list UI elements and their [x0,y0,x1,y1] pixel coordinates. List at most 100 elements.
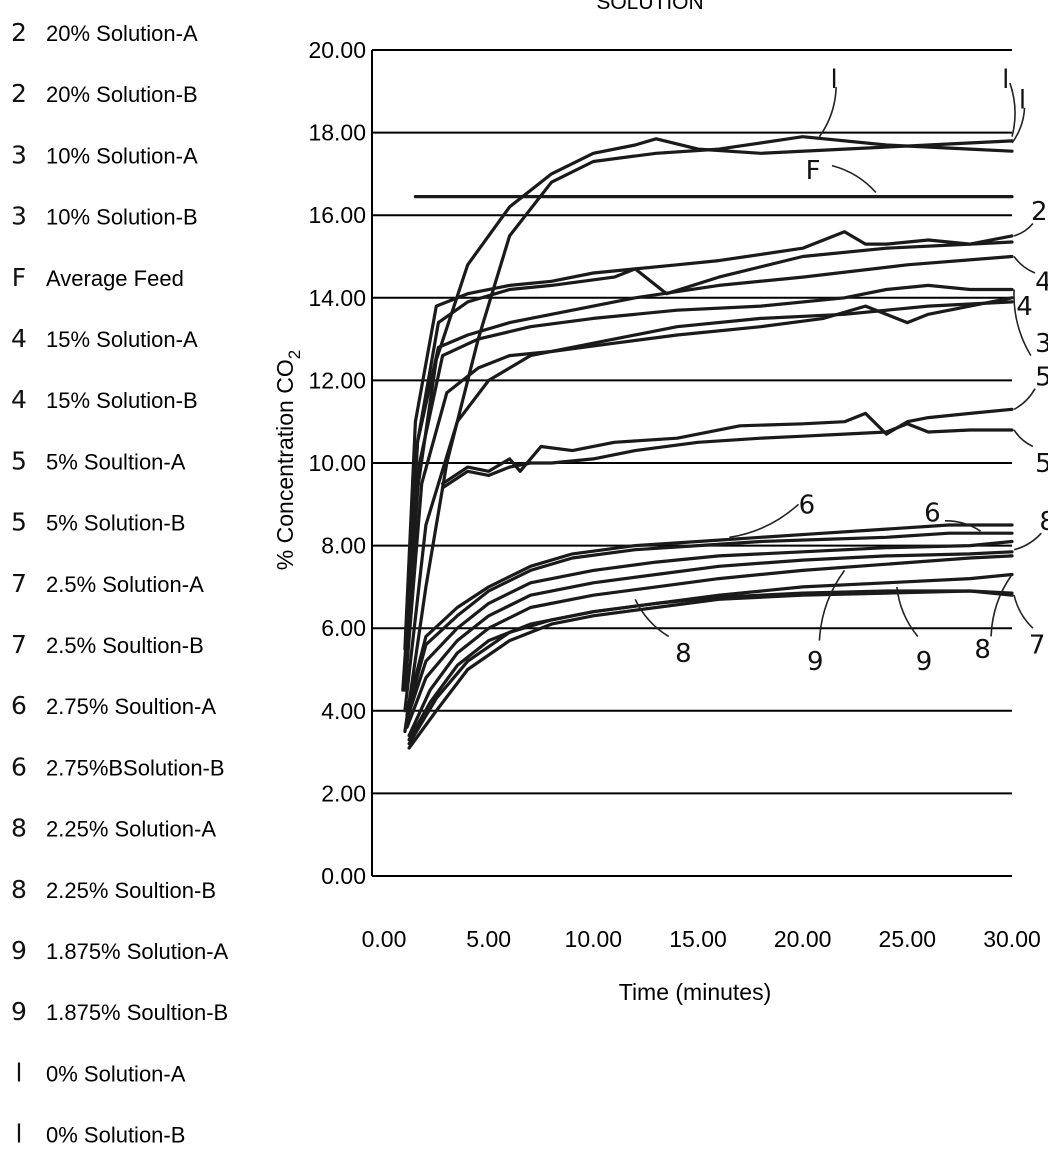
legend-code: l [16,1058,23,1087]
legend-label: 1.875% Solution-A [46,939,229,964]
legend-code: 2 [11,79,27,108]
legend-code: 7 [11,569,27,598]
leader-line [896,586,919,637]
y-axis-label-subscript: 2 [285,350,304,359]
curve-label: 8 [675,639,692,669]
x-tick-label: 10.00 [565,926,623,952]
curve-label: 6 [799,490,816,520]
series-line-3 [403,296,1014,692]
legend-label: 1.875% Soultion-B [46,1000,228,1025]
legend-label: 15% Solution-B [46,388,198,413]
legend-code: 9 [11,936,27,965]
curve-label: l [830,65,837,95]
leader-line [1009,82,1016,137]
legend-label: 5% Soultion-A [46,449,186,474]
y-tick-label: 16.00 [308,202,366,228]
gridlines [372,49,1012,877]
x-tick-label: 15.00 [669,926,727,952]
leader-line [831,164,877,194]
series-line-6 [405,523,1014,713]
series-line-2 [403,234,1014,672]
legend-code: 3 [11,202,27,231]
x-axis-label: Time (minutes) [619,979,772,1005]
y-axis-label: % Concentration CO2 [272,350,304,570]
leader-line [1013,256,1036,274]
series-line-3 [403,300,1014,713]
legend-code: 6 [11,752,27,781]
leader-line [1011,107,1026,144]
legend-code: 5 [11,446,27,475]
curve-label: F [806,156,821,186]
svg-text:% Concentration CO2: % Concentration CO2 [272,350,304,570]
y-tick-label: 4.00 [321,698,366,724]
y-tick-label: 12.00 [308,367,366,393]
legend-code: 4 [11,324,27,353]
series-line-8 [405,539,1014,721]
leader-line [1013,594,1034,629]
legend-label: 2.5% Soultion-B [46,633,204,658]
leader-line [1013,289,1032,357]
leader-line [1013,222,1034,237]
x-tick-label: 0.00 [362,926,407,952]
y-tick-label: 0.00 [321,863,366,889]
leader-line [945,520,982,532]
curve-label: 5 [1035,362,1048,392]
curve-label: 9 [807,647,824,677]
leader-line [818,87,837,138]
series-line-5 [441,422,1014,490]
y-tick-label: 20.00 [308,37,366,63]
series-line-9 [407,554,1014,738]
legend-label: 15% Solution-A [46,327,198,352]
legend-code: 4 [11,385,27,414]
legend-label: 10% Solution-A [46,143,198,168]
legend-code: 3 [11,140,27,169]
legend-label: 2.25% Soultion-B [46,878,216,903]
leader-line [634,598,670,638]
legend-label: 10% Solution-B [46,205,198,230]
y-axis-ticks: 0.00 2.00 4.00 6.00 8.00 10.00 12.00 14.00 16.00… [308,37,366,889]
curve-label: 2 [1031,197,1048,227]
curve-label: 6 [924,499,941,529]
y-tick-label: 2.00 [321,780,366,806]
x-tick-label: 25.00 [879,926,937,952]
legend-label: 0% Solution-A [46,1061,186,1086]
series-line-4 [403,254,1014,672]
legend: 2 20% Solution-A 2 20% Solution-B 3 10% Solut… [11,18,229,1149]
y-tick-label: 8.00 [321,533,366,559]
curve-label: l [1002,65,1009,95]
leader-line [1013,388,1036,411]
legend-label: 2.5% Solution-A [46,572,204,597]
legend-code: 6 [11,691,27,720]
curve-label: 9 [916,647,933,677]
curve-label: 5 [1035,449,1048,479]
series-line-2 [403,230,1014,651]
curve-label: 8 [974,635,991,665]
leader-line [729,503,800,539]
y-tick-label: 18.00 [308,120,366,146]
y-tick-label: 6.00 [321,615,366,641]
legend-label: 0% Solution-B [46,1123,185,1148]
leader-line [990,574,1013,637]
x-tick-label: 5.00 [466,926,511,952]
legend-code: l [16,1120,23,1149]
legend-code: 7 [11,630,27,659]
series-line-7 [407,589,1014,750]
legend-code: F [12,263,26,292]
y-tick-label: 10.00 [308,450,366,476]
legend-code: 5 [11,508,27,537]
curve-label: 4 [1035,267,1048,297]
series-line-5 [441,407,1014,486]
series-lines [401,135,1014,750]
curve-label: 3 [1035,329,1048,359]
x-tick-label: 30.00 [983,926,1041,952]
legend-label: Average Feed [46,266,184,291]
legend-code: 2 [11,18,27,47]
series-line-4 [403,283,1014,680]
y-tick-label: 14.00 [308,285,366,311]
x-tick-label: 20.00 [774,926,832,952]
legend-code: 9 [11,997,27,1026]
y-axis-label-text: % Concentration CO [272,359,298,570]
legend-label: 20% Solution-A [46,21,198,46]
series-line-8 [405,550,1014,729]
